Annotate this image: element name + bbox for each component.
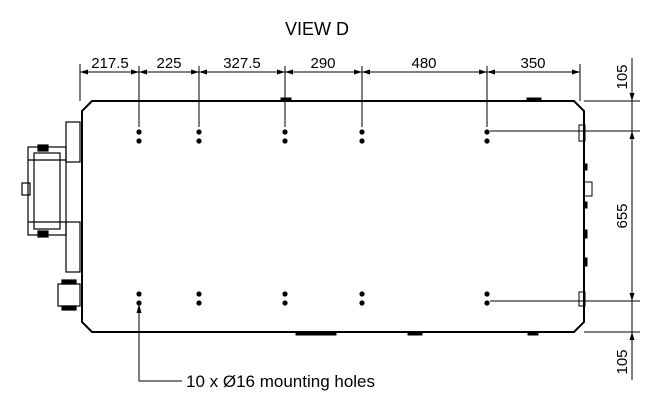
lower-left-connector bbox=[57, 279, 81, 311]
mounting-hole bbox=[359, 138, 365, 144]
mounting-hole bbox=[136, 129, 142, 135]
right-dimension-arrows bbox=[629, 93, 635, 340]
mounting-hole bbox=[136, 291, 142, 297]
mounting-hole bbox=[484, 300, 490, 306]
dim-label-290: 290 bbox=[310, 55, 335, 72]
mounting-hole bbox=[196, 129, 202, 135]
mounting-hole bbox=[359, 300, 365, 306]
mounting-holes-callout: 10 x Ø16 mounting holes bbox=[186, 372, 375, 391]
top-dimension-arrows bbox=[80, 69, 580, 75]
dim-label-350: 350 bbox=[520, 55, 545, 72]
plate-edge-details bbox=[280, 97, 593, 336]
mounting-hole bbox=[282, 138, 288, 144]
mounting-hole bbox=[282, 300, 288, 306]
mounting-hole bbox=[359, 129, 365, 135]
mounting-hole bbox=[484, 291, 490, 297]
base-plate-outline bbox=[81, 100, 585, 333]
left-connector-assembly bbox=[21, 121, 81, 273]
callout-leader bbox=[138, 311, 182, 382]
mounting-hole bbox=[196, 138, 202, 144]
mounting-holes bbox=[136, 129, 490, 306]
callout-arrowhead bbox=[136, 304, 142, 313]
mounting-hole bbox=[282, 129, 288, 135]
dim-label-327-5: 327.5 bbox=[223, 55, 261, 72]
dim-label-bottom-offset: 105 bbox=[614, 349, 631, 374]
view-title: VIEW D bbox=[285, 19, 349, 39]
mounting-hole bbox=[484, 138, 490, 144]
right-dimension-chain bbox=[490, 58, 640, 380]
mounting-hole bbox=[359, 291, 365, 297]
mounting-hole bbox=[196, 291, 202, 297]
dim-label-top-offset: 105 bbox=[614, 64, 631, 89]
top-dimension-chain bbox=[79, 64, 581, 127]
mounting-hole bbox=[136, 300, 142, 306]
mounting-hole bbox=[282, 291, 288, 297]
dim-label-hole-spacing: 655 bbox=[614, 203, 631, 228]
dim-label-480: 480 bbox=[411, 55, 436, 72]
mounting-hole bbox=[484, 129, 490, 135]
dim-label-225: 225 bbox=[156, 55, 181, 72]
mounting-hole bbox=[136, 138, 142, 144]
dim-label-217-5: 217.5 bbox=[91, 55, 129, 72]
mounting-hole bbox=[196, 300, 202, 306]
